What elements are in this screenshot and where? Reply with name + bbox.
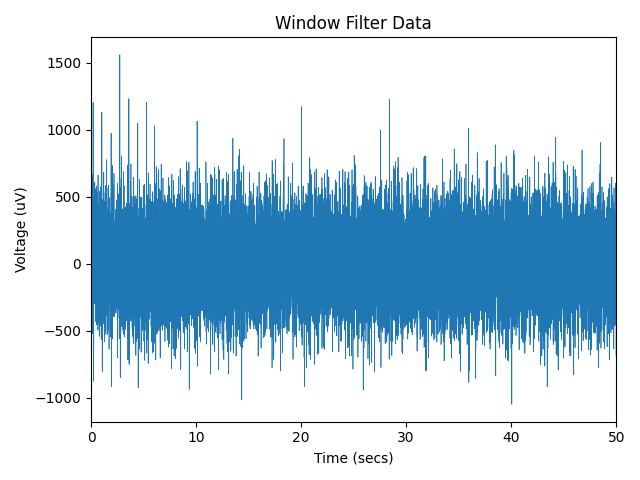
- X-axis label: Time (secs): Time (secs): [314, 451, 394, 465]
- Y-axis label: Voltage (uV): Voltage (uV): [15, 187, 29, 273]
- Title: Window Filter Data: Window Filter Data: [275, 15, 432, 33]
